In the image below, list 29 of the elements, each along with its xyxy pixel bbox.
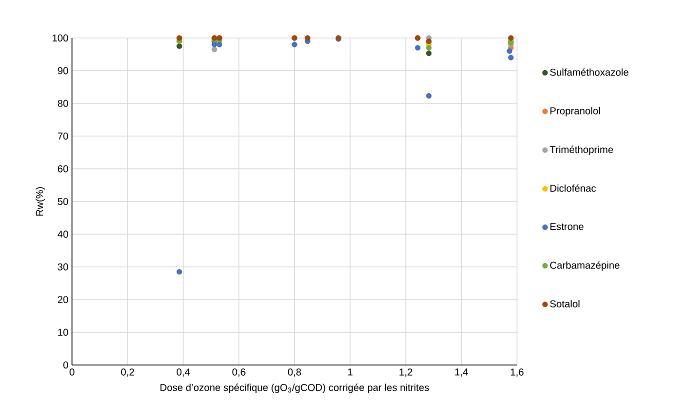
x-tick-label: 1 [348, 368, 352, 376]
legend-label: Estrone [550, 223, 584, 230]
y-tick-label: 100 [52, 34, 68, 42]
x-tick-label: 0 [70, 368, 74, 376]
y-tick-label: 10 [58, 328, 68, 336]
y-tick-label: 80 [58, 100, 68, 107]
legend-label: Diclofénac [550, 184, 596, 192]
x-axis-title: Dose d’ozone spécifique (gO$_{3}$/gCOD) corrigée par les nitrites [160, 384, 429, 393]
y-tick-label: 20 [58, 296, 68, 304]
x-tick-label: 0,2 [121, 368, 134, 377]
y-axis-title: Rw(%) [36, 187, 46, 216]
legend-label: Sotalol [550, 300, 580, 308]
x-tick-label: 1,4 [455, 368, 468, 377]
x-tick-label: 0,4 [176, 368, 190, 377]
y-tick-label: 30 [58, 263, 68, 270]
legend-label: Sulfaméthoxazole [550, 68, 628, 76]
legend-label: Carbamazépine [550, 261, 620, 271]
y-tick-label: 40 [58, 230, 68, 238]
x-tick-label: 1,2 [400, 368, 412, 377]
x-tick-label: 0,6 [232, 368, 246, 377]
legend-label: Propranolol [550, 107, 600, 116]
y-tick-label: 50 [58, 198, 68, 206]
legend-label: Triméthoprime [550, 146, 614, 156]
y-tick-label: 0 [63, 361, 68, 369]
y-tick-label: 60 [58, 165, 68, 172]
x-tick-label: 1,6 [510, 368, 524, 377]
y-tick-label: 70 [58, 132, 68, 140]
x-tick-label: 0,8 [288, 368, 301, 377]
y-tick-label: 90 [58, 67, 68, 74]
